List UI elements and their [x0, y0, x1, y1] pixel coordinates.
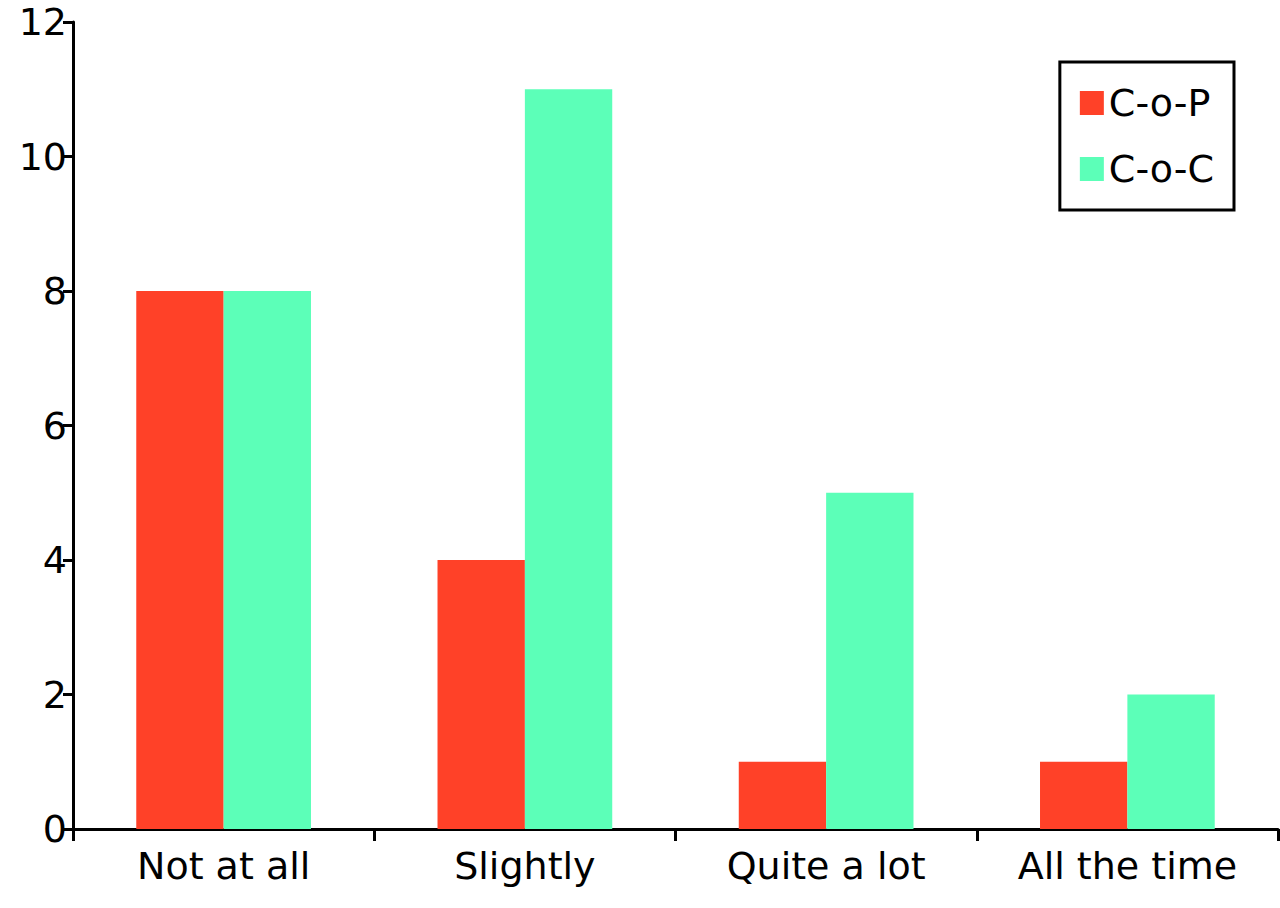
- svg-text:C-o-P: C-o-P: [1109, 81, 1211, 125]
- svg-text:6: 6: [43, 404, 67, 448]
- svg-text:12: 12: [19, 0, 67, 44]
- svg-text:Quite a lot: Quite a lot: [727, 844, 926, 888]
- svg-text:2: 2: [43, 673, 67, 717]
- svg-text:Not at all: Not at all: [137, 844, 310, 888]
- svg-text:All the time: All the time: [1018, 844, 1237, 888]
- svg-text:4: 4: [43, 538, 67, 582]
- svg-text:10: 10: [19, 135, 67, 179]
- svg-text:C-o-C: C-o-C: [1109, 147, 1214, 191]
- svg-text:0: 0: [43, 807, 67, 851]
- svg-text:8: 8: [43, 269, 67, 313]
- svg-text:Slightly: Slightly: [454, 844, 595, 888]
